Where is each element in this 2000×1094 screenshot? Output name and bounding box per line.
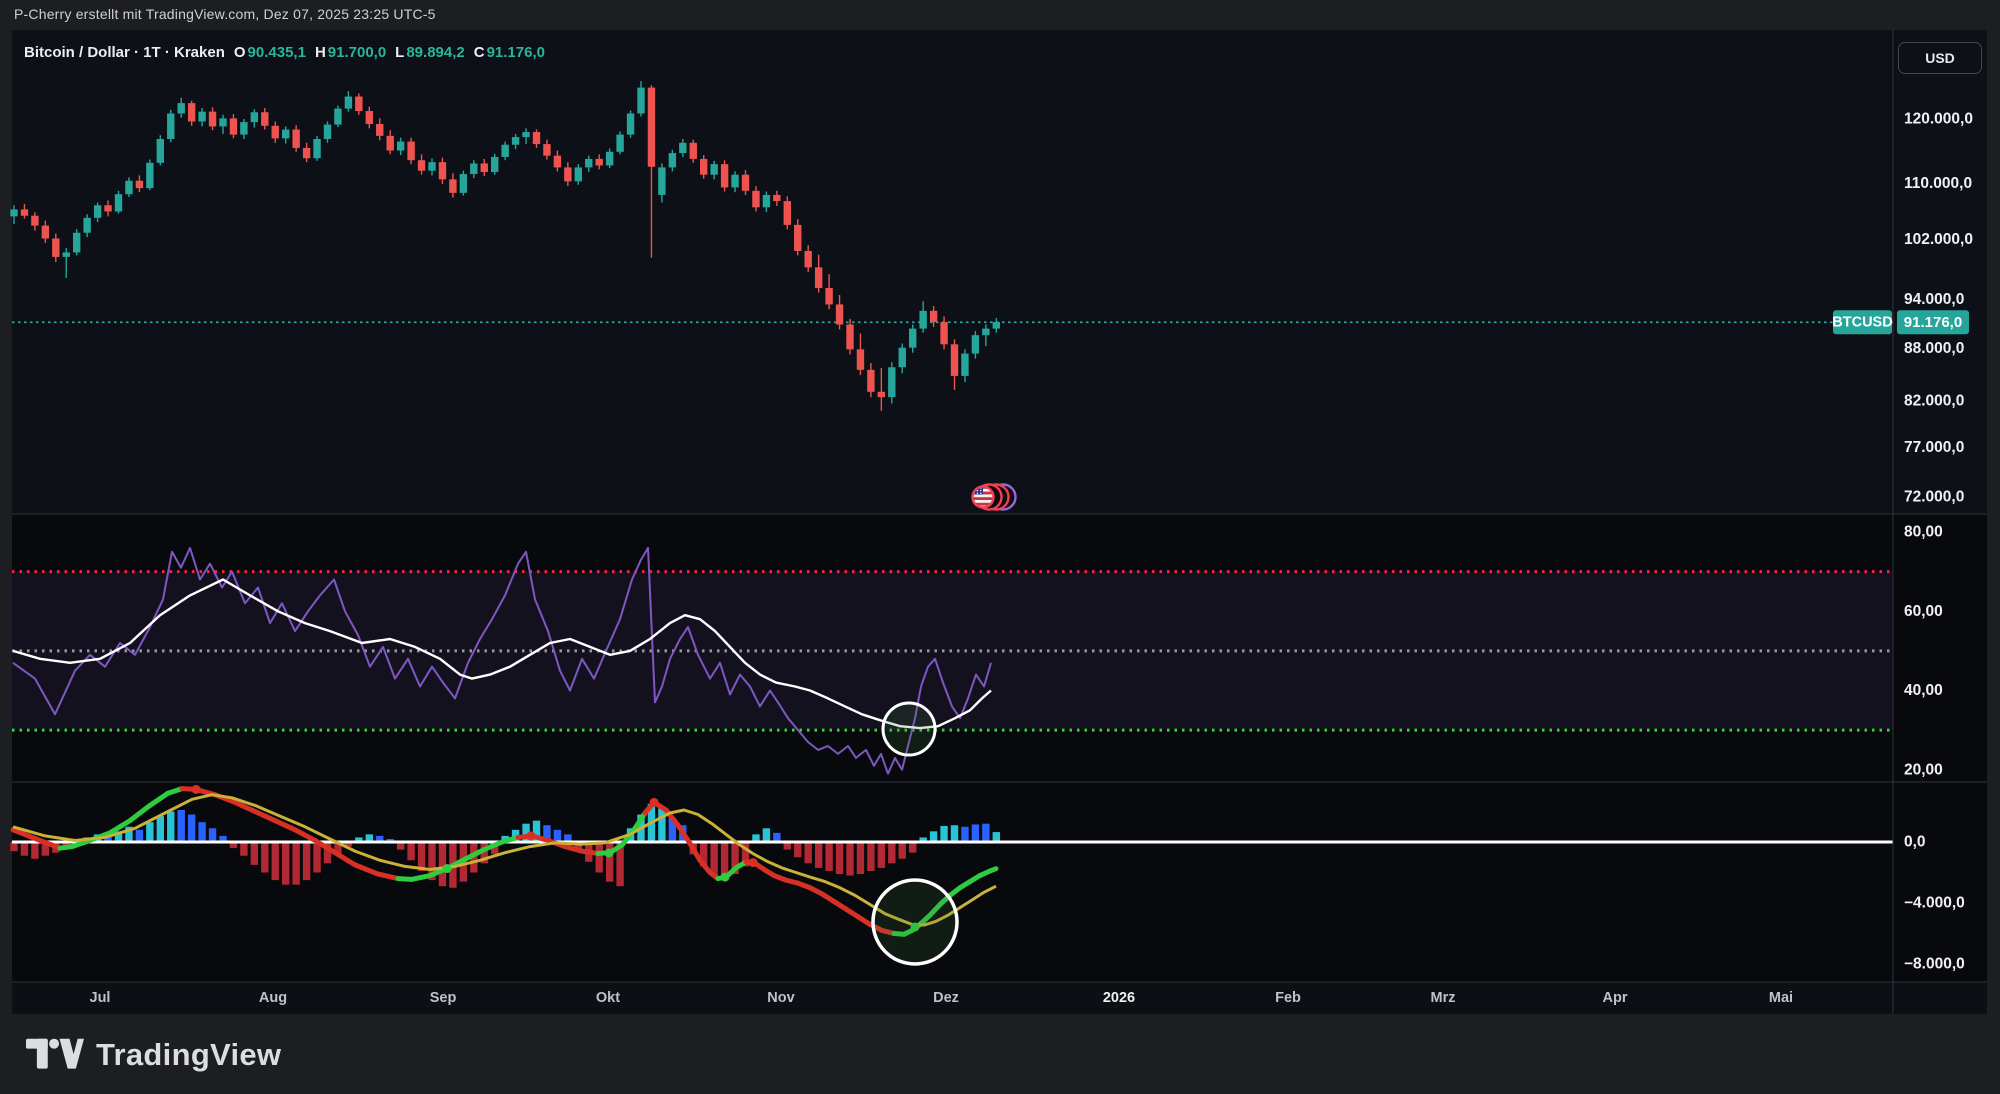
chart-canvas[interactable]: 120.000,0 110.000,0 102.000,0 94.000,0 88.00…: [0, 30, 2000, 1014]
time-axis-scale[interactable]: Jul Aug Sep Okt Nov Dez 2026 Feb Mrz Apr Mai: [90, 990, 1794, 1006]
tradingview-wordmark: TradingView: [96, 1037, 282, 1072]
macd-axis-scale[interactable]: 0,0 −4.000,0 −8.000,0: [1904, 834, 1965, 973]
tradingview-brand[interactable]: TradingView: [26, 1036, 281, 1074]
tradingview-logo-icon: [26, 1038, 84, 1069]
svg-text:Aug: Aug: [259, 990, 287, 1006]
ohlc-close-value: 91.176,0: [486, 44, 545, 61]
ohlc-high-label: H: [314, 44, 326, 61]
svg-text:82.000,0: 82.000,0: [1904, 392, 1964, 409]
pane-separators: [12, 513, 1987, 983]
svg-text:2026: 2026: [1103, 990, 1135, 1006]
current-price-badge: BTCUSD 91.176,0: [1832, 310, 1969, 335]
macd-signal-line: [12, 793, 997, 927]
rsi-line: [12, 546, 992, 775]
price-axis-scale[interactable]: 120.000,0 110.000,0 102.000,0 94.000,0 88.00…: [1904, 111, 1973, 506]
svg-text:Apr: Apr: [1603, 990, 1628, 1006]
svg-text:Feb: Feb: [1275, 990, 1301, 1006]
rsi-band-lines: [12, 570, 1893, 732]
candlestick-series: [10, 81, 1000, 411]
svg-text:40,00: 40,00: [1904, 682, 1943, 699]
ohlc-low-value: 89.894,2: [406, 44, 465, 61]
svg-text:Mrz: Mrz: [1431, 990, 1456, 1006]
ohlc-low-label: L: [395, 44, 405, 61]
symbol-title[interactable]: Bitcoin / Dollar · 1T · Kraken: [24, 44, 225, 61]
svg-text:60,00: 60,00: [1904, 603, 1943, 620]
ohlc-high-value: 91.700,0: [327, 44, 387, 61]
macd-highlight-circle: [871, 878, 959, 966]
symbol-legend[interactable]: Bitcoin / Dollar · 1T · Kraken O 90.435,…: [24, 44, 545, 61]
svg-text:120.000,0: 120.000,0: [1904, 111, 1973, 128]
svg-text:77.000,0: 77.000,0: [1904, 439, 1964, 456]
svg-text:Okt: Okt: [596, 990, 620, 1006]
ohlc-close-label: C: [473, 44, 485, 61]
svg-text:110.000,0: 110.000,0: [1904, 175, 1972, 192]
attribution-bar: P-Cherry erstellt mit TradingView.com, D…: [0, 0, 2000, 30]
bottom-toolbar: TradingView: [0, 1014, 2000, 1094]
price-badge-symbol: BTCUSD: [1832, 314, 1892, 330]
svg-text:88.000,0: 88.000,0: [1904, 340, 1964, 357]
chart-area[interactable]: 120.000,0 110.000,0 102.000,0 94.000,0 88.00…: [0, 30, 2000, 1014]
currency-toggle-button[interactable]: USD: [1898, 42, 1982, 74]
svg-text:−4.000,0: −4.000,0: [1904, 895, 1965, 912]
svg-text:72.000,0: 72.000,0: [1904, 489, 1964, 506]
svg-text:Dez: Dez: [933, 990, 959, 1006]
svg-text:−8.000,0: −8.000,0: [1904, 956, 1965, 973]
price-badge-value: 91.176,0: [1904, 314, 1962, 331]
attribution-text: P-Cherry erstellt mit TradingView.com, D…: [14, 6, 436, 22]
svg-text:0,0: 0,0: [1904, 834, 1926, 851]
svg-text:94.000,0: 94.000,0: [1904, 291, 1964, 308]
svg-text:102.000,0: 102.000,0: [1904, 231, 1973, 248]
svg-text:Mai: Mai: [1769, 990, 1793, 1006]
ohlc-open-value: 90.435,1: [247, 44, 306, 61]
svg-text:Sep: Sep: [430, 990, 457, 1006]
rsi-ma-line: [12, 578, 992, 730]
rsi-highlight-circle: [881, 701, 937, 757]
economic-events-flag-icon[interactable]: [971, 483, 1017, 511]
rsi-axis-scale[interactable]: 80,00 60,00 40,00 20,00: [1904, 524, 1943, 779]
macd-turn-dots: [191, 784, 920, 932]
svg-text:80,00: 80,00: [1904, 524, 1943, 541]
svg-text:Jul: Jul: [90, 990, 111, 1006]
ohlc-open-label: O: [233, 44, 246, 61]
macd-impulse-line: [10, 786, 999, 937]
svg-text:Nov: Nov: [767, 990, 794, 1006]
svg-text:20,00: 20,00: [1904, 761, 1943, 778]
